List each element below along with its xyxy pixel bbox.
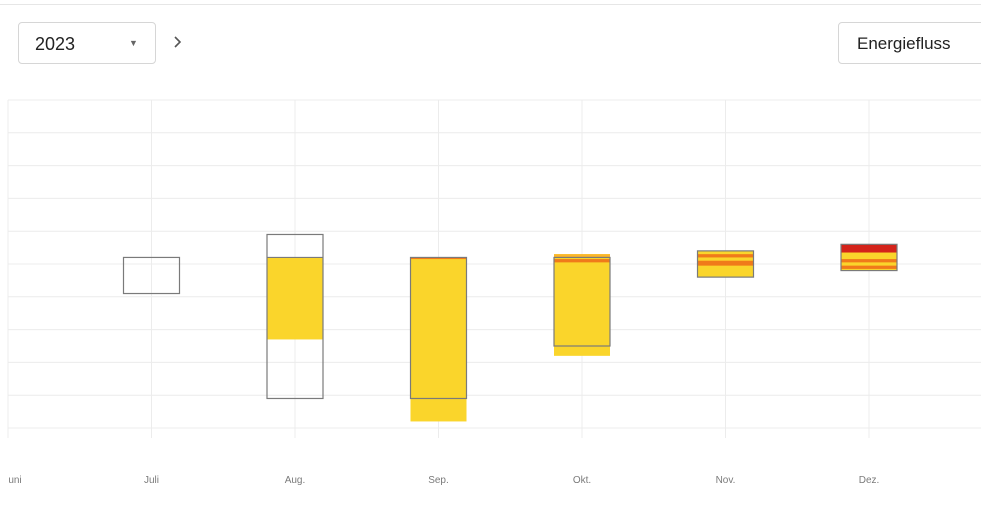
bar-segment-yellow[interactable] (410, 257, 467, 422)
x-tick-label: uni (8, 475, 21, 486)
chevron-right-icon (174, 36, 182, 48)
chart-x-axis-labels: uni Juli Aug. Sep. Okt. Nov. Dez. (8, 475, 879, 486)
x-tick-label: Juli (144, 475, 159, 486)
bar-outline[interactable] (553, 256, 611, 347)
caret-down-icon: ▼ (129, 38, 138, 48)
bar-outline[interactable] (122, 256, 181, 295)
bar-segment-orange[interactable] (841, 259, 897, 263)
next-year-button[interactable] (168, 30, 188, 54)
chart-outlined-bars (122, 233, 898, 400)
bar-outline[interactable] (409, 256, 468, 400)
bar-segment-light_orange[interactable] (554, 254, 610, 258)
x-tick-label: Nov. (716, 475, 736, 486)
chart-filled-bars (267, 244, 897, 422)
year-dropdown-value: 2023 (35, 34, 76, 54)
bar-outline[interactable] (266, 233, 324, 400)
bar-outline[interactable] (696, 250, 755, 278)
view-dropdown[interactable]: Energiefluss (838, 22, 981, 64)
bar-segment-orange[interactable] (841, 265, 897, 269)
bar-segment-red[interactable] (841, 244, 897, 253)
bar-segment-orange[interactable] (554, 259, 610, 263)
bar-outline[interactable] (840, 243, 898, 272)
x-tick-label: Aug. (285, 475, 306, 486)
bar-segment-orange[interactable] (410, 257, 467, 260)
view-dropdown-value: Energiefluss (857, 34, 951, 53)
x-tick-label: Dez. (859, 475, 880, 486)
x-tick-label: Sep. (428, 475, 449, 486)
chart-grid (7, 99, 981, 438)
bar-segment-yellow[interactable] (554, 254, 610, 356)
x-tick-label: Okt. (573, 475, 591, 486)
bar-segment-yellow[interactable] (267, 257, 323, 340)
bar-segment-orange[interactable] (697, 260, 754, 266)
bar-segment-orange[interactable] (697, 254, 754, 258)
top-divider (0, 4, 981, 5)
year-dropdown[interactable]: 2023 ▼ (18, 22, 156, 64)
